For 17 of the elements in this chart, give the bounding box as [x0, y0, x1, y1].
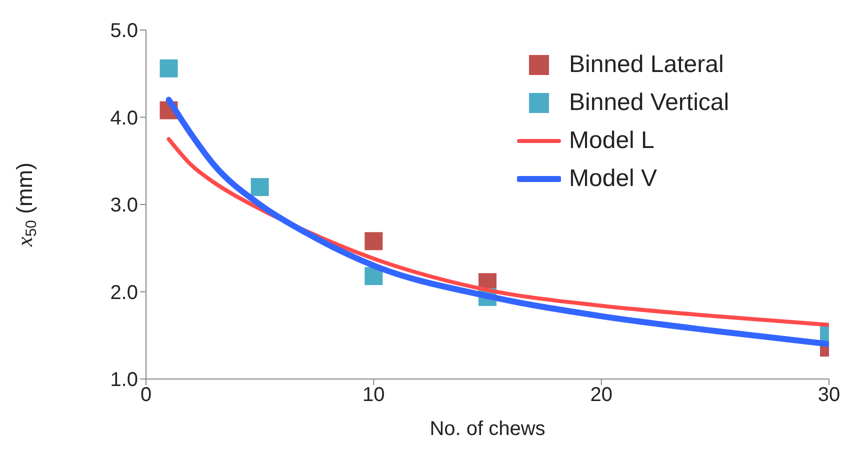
- y-tick-label: 2.0: [110, 282, 138, 304]
- point: [160, 59, 178, 78]
- legend-label: Model V: [569, 164, 658, 194]
- legend-label: Model L: [569, 126, 654, 156]
- x-tick-label: 30: [818, 384, 840, 406]
- x-tick-label: 10: [362, 384, 385, 406]
- x-tick-label: 20: [590, 384, 612, 406]
- legend-label: Binned Lateral: [569, 50, 724, 80]
- x-tick-label: 0: [140, 384, 152, 406]
- point: [364, 232, 383, 250]
- y-tick-label: 5.0: [110, 20, 138, 42]
- y-tick-label: 3.0: [110, 194, 138, 217]
- y-tick-label: 1.0: [110, 369, 138, 392]
- y-tick-label: 4.0: [110, 107, 138, 130]
- point: [250, 178, 269, 196]
- x-axis-title: No. of chews: [430, 418, 546, 440]
- legend-label: Binned Vertical: [569, 88, 730, 118]
